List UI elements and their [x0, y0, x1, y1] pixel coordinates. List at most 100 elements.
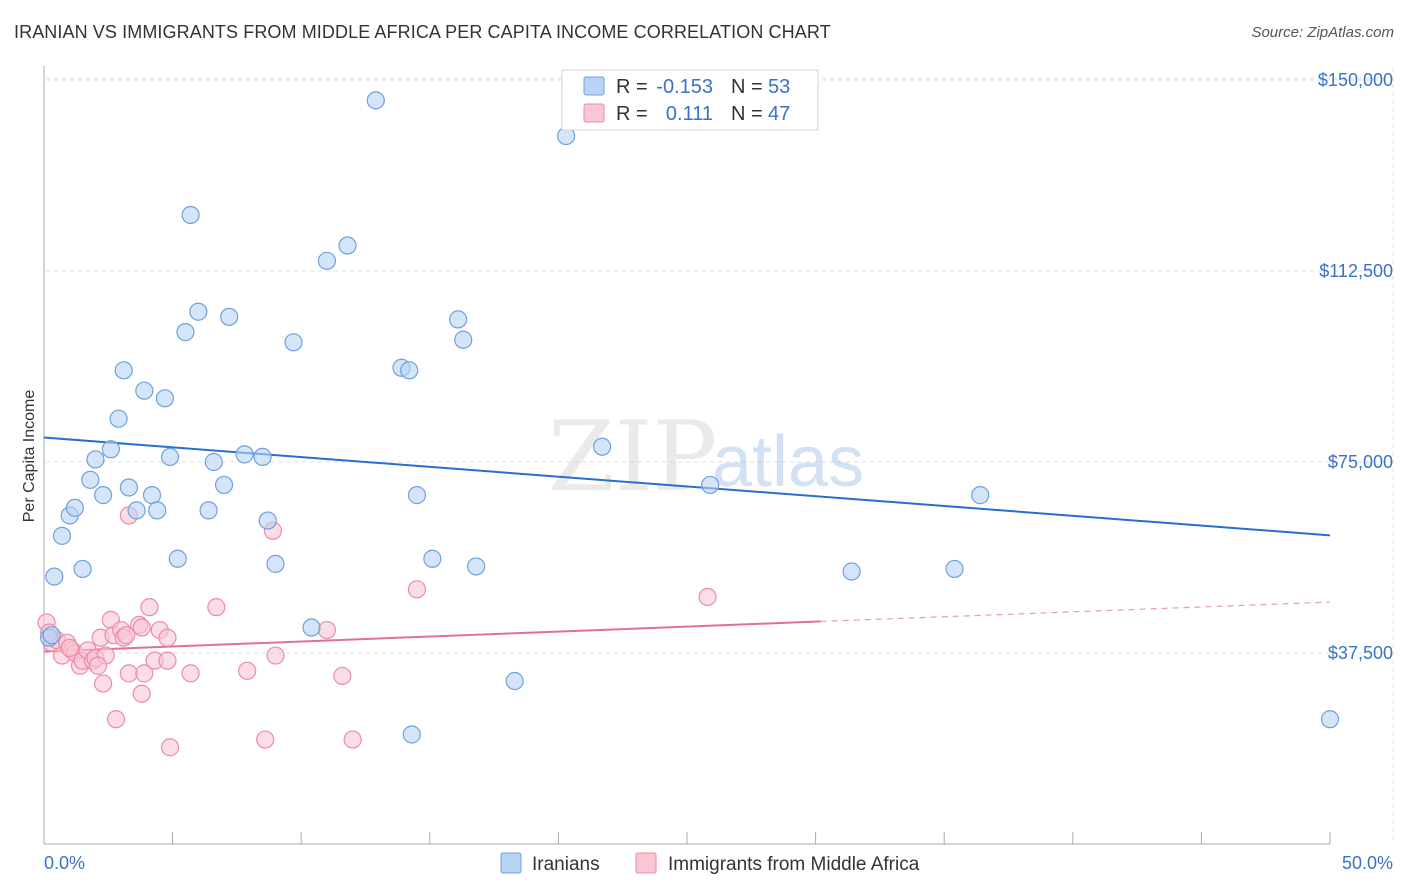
iranians-point-9 — [101, 440, 120, 459]
middle-africa-point-45 — [60, 638, 79, 658]
iranians-point-31 — [284, 333, 303, 352]
iranians-point-33 — [317, 251, 337, 270]
source-credit: Source: ZipAtlas.com — [1251, 24, 1394, 41]
y-tick-label-1: $75,000 — [1328, 452, 1393, 472]
middle-africa-point-26 — [135, 664, 154, 683]
iranians-point-41 — [448, 310, 468, 329]
watermark-atlas: atlas — [712, 422, 864, 502]
iranians-point-8 — [94, 486, 113, 505]
iranians-point-38 — [402, 725, 421, 744]
iranians-point-37 — [400, 361, 419, 380]
x-tick-label-max: 50.0% — [1342, 853, 1393, 873]
middle-africa-point-34 — [207, 598, 226, 617]
iranians-point-49 — [945, 559, 964, 579]
middle-africa-point-36 — [256, 730, 275, 749]
series-iranians-points — [40, 91, 1340, 744]
gridlines — [46, 68, 1394, 844]
middle-africa-point-13 — [94, 674, 113, 693]
middle-africa-point-39 — [317, 620, 337, 640]
x-tick-label-min: 0.0% — [44, 853, 85, 873]
middle-africa-point-17 — [106, 710, 126, 729]
iranians-point-25 — [214, 475, 234, 495]
bottom-legend-swatch-iranians — [500, 852, 522, 874]
bottom-legend-label-iranians: Iranians — [532, 854, 600, 875]
iranians-point-40 — [423, 549, 442, 568]
middle-africa-point-42 — [407, 580, 427, 599]
iranians-point-26 — [220, 307, 239, 326]
iranians-point-39 — [407, 486, 427, 505]
legend-swatch-iranians — [583, 76, 605, 96]
series-middle-africa-points — [37, 506, 717, 757]
bottom-legend-label-middle-africa: Immigrants from Middle Africa — [668, 854, 920, 875]
iranians-point-42 — [454, 330, 473, 349]
iranians-point-7 — [86, 450, 105, 469]
series-legend: Iranians Immigrants from Middle Africa — [500, 852, 920, 875]
middle-africa-point-20 — [117, 626, 136, 645]
middle-africa-point-27 — [140, 598, 159, 617]
iranians-point-34 — [338, 236, 357, 255]
middle-africa-point-33 — [181, 664, 200, 683]
middle-africa-point-32 — [160, 738, 180, 757]
iranians-point-6 — [81, 470, 100, 489]
legend-r-value-1: -0.153 — [656, 76, 713, 98]
middle-africa-point-35 — [238, 661, 257, 680]
iranians-point-44 — [505, 671, 524, 691]
iranians-point-21 — [181, 205, 200, 225]
correlation-legend: R = -0.153 N = 53 R = 0.111 N = 47 — [561, 69, 819, 131]
y-tick-labels: $37,500 $75,000 $112,500 $150,000 — [1318, 70, 1393, 663]
iranians-point-11 — [114, 361, 133, 380]
legend-r-label-1: R = — [616, 76, 648, 98]
iranians-point-12 — [119, 478, 138, 497]
iranians-point-20 — [176, 323, 195, 342]
middle-africa-point-43 — [698, 587, 717, 607]
iranians-point-32 — [302, 618, 321, 637]
watermark-zip: ZIP — [548, 401, 717, 513]
iranians-point-29 — [258, 511, 277, 530]
trend-line-middle-africa — [43, 620, 821, 653]
iranians-point-17 — [155, 389, 174, 408]
legend-n-label-2: N = — [731, 103, 763, 125]
iranians-point-23 — [199, 501, 218, 520]
iranians-point-27 — [235, 445, 254, 464]
iranians-point-22 — [189, 302, 208, 321]
iranians-point-52 — [42, 626, 61, 645]
bottom-legend-swatch-middle-africa — [635, 852, 657, 874]
trend-line-middle-africa-extension — [820, 601, 1331, 623]
iranians-point-48 — [842, 562, 861, 581]
middle-africa-point-38 — [266, 646, 285, 665]
iranians-point-46 — [593, 437, 612, 456]
legend-swatch-middle-africa — [583, 103, 605, 123]
iranians-point-10 — [109, 409, 128, 428]
iranians-point-14 — [135, 381, 154, 400]
middle-africa-point-21 — [119, 664, 138, 683]
iranians-point-51 — [1320, 710, 1340, 729]
legend-n-value-2: 47 — [768, 103, 790, 125]
middle-africa-point-40 — [333, 666, 352, 686]
iranians-point-16 — [148, 501, 167, 520]
middle-africa-point-30 — [158, 628, 177, 647]
y-tick-label-3: $150,000 — [1318, 70, 1393, 90]
y-tick-label-0: $37,500 — [1328, 643, 1393, 663]
y-axis-label: Per Capita Income — [21, 390, 38, 523]
legend-n-value-1: 53 — [768, 76, 790, 98]
y-tick-label-2: $112,500 — [1319, 261, 1393, 281]
iranians-point-43 — [466, 557, 486, 576]
iranians-point-50 — [971, 486, 990, 505]
iranians-point-15 — [142, 486, 162, 505]
middle-africa-point-25 — [132, 684, 151, 703]
middle-africa-point-31 — [158, 651, 177, 670]
axes — [43, 66, 1331, 845]
iranians-point-13 — [127, 501, 146, 520]
iranians-point-24 — [204, 452, 223, 472]
iranians-point-4 — [65, 498, 84, 517]
iranians-point-28 — [253, 447, 272, 467]
legend-r-value-2: 0.111 — [666, 103, 713, 125]
iranians-point-18 — [160, 447, 180, 467]
middle-africa-point-46 — [88, 656, 108, 675]
iranians-point-2 — [52, 526, 72, 545]
iranians-point-47 — [701, 475, 720, 495]
legend-n-label-1: N = — [731, 76, 763, 98]
legend-r-label-2: R = — [616, 103, 648, 125]
iranians-point-35 — [366, 91, 385, 110]
